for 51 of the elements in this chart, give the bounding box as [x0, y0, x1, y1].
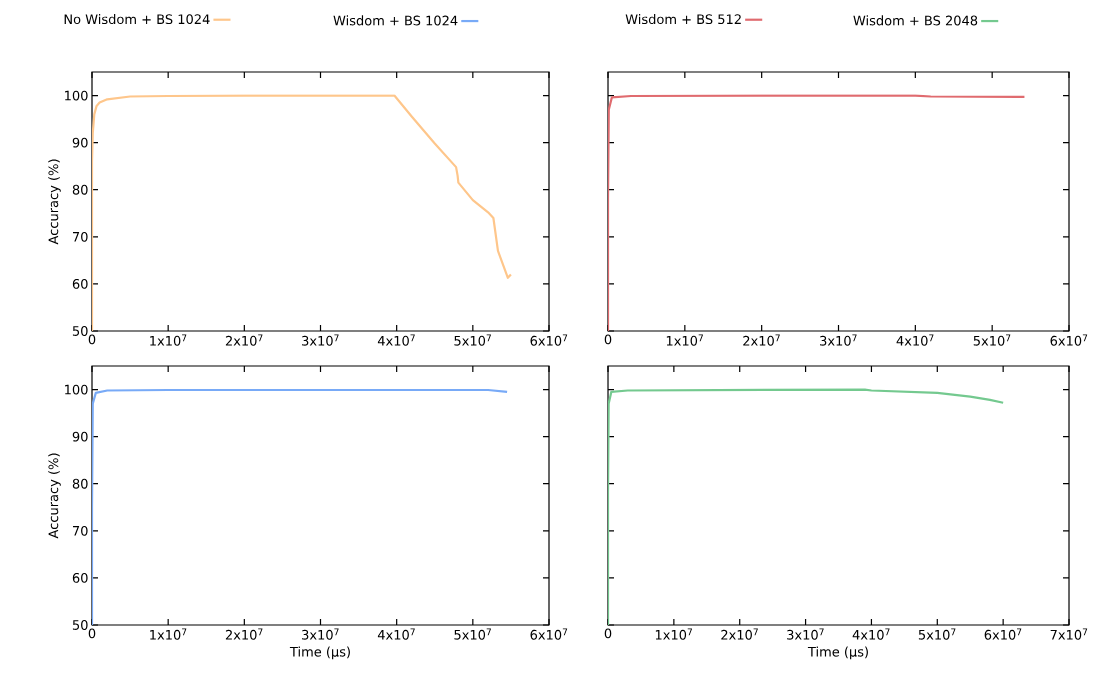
x-tick-label: 2x10$^{7}$	[225, 628, 263, 640]
x-tick-label: 0	[88, 628, 96, 639]
legend-label: Wisdom + BS 2048	[853, 15, 978, 26]
y-tick-label: 60	[72, 278, 88, 289]
x-tick-label: 0	[604, 628, 612, 639]
x-tick-label: 4x10$^{7}$	[896, 334, 934, 346]
x-tick-label: 3x10$^{7}$	[787, 628, 824, 640]
line-series	[92, 94, 513, 331]
x-tick-label: 0	[604, 334, 612, 345]
x-tick-label: 4x10$^{7}$	[377, 334, 415, 346]
x-tick-label: 6x10$^{7}$	[1050, 334, 1088, 346]
x-tick-label: 6x10$^{7}$	[984, 628, 1022, 640]
x-tick-label: 5x10$^{7}$	[454, 628, 491, 640]
x-tick-label: 6x10$^{7}$	[530, 628, 568, 640]
x-tick-label: 0	[88, 334, 96, 345]
legend-label: Wisdom + BS 512	[625, 14, 741, 25]
y-axis-title: Accuracy (%)	[48, 159, 61, 245]
y-tick-label: 70	[72, 525, 88, 536]
x-tick-label: 6x10$^{7}$	[530, 334, 568, 346]
legend-label: No Wisdom + BS 1024	[64, 14, 210, 25]
y-tick-label: 80	[72, 184, 88, 195]
y-tick-label: 50	[72, 620, 88, 630]
x-tick-label: 5x10$^{7}$	[454, 334, 491, 346]
x-tick-label: 4x10$^{7}$	[852, 628, 890, 640]
x-tick-label: 5x10$^{7}$	[918, 628, 956, 640]
x-tick-label: 3x10$^{7}$	[302, 628, 339, 640]
x-tick-label: 7x10$^{7}$	[1050, 628, 1088, 640]
y-tick-label: 100	[65, 384, 88, 395]
x-tick-label: 3x10$^{7}$	[820, 334, 857, 346]
x-tick-label: 2x10$^{7}$	[721, 628, 758, 640]
x-axis-title: Time (µs)	[807, 646, 868, 660]
x-tick-label: 2x10$^{7}$	[743, 334, 780, 346]
x-tick-label: 1x10$^{7}$	[150, 334, 187, 346]
x-tick-label: 1x10$^{7}$	[666, 334, 703, 346]
y-tick-label: 90	[72, 137, 88, 148]
y-tick-label: 70	[72, 231, 88, 242]
legend-label: Wisdom + BS 1024	[333, 15, 458, 26]
x-tick-label: 1x10$^{7}$	[655, 628, 692, 640]
x-tick-label: 1x10$^{7}$	[150, 628, 187, 640]
y-tick-label: 60	[72, 572, 88, 583]
y-tick-label: 50	[72, 326, 88, 336]
x-tick-label: 5x10$^{7}$	[973, 334, 1011, 346]
x-tick-label: 4x10$^{7}$	[377, 628, 415, 640]
x-axis-title: Time (µs)	[289, 646, 350, 660]
x-tick-label: 3x10$^{7}$	[302, 334, 339, 346]
y-tick-label: 100	[65, 90, 88, 101]
line-series	[92, 388, 509, 625]
y-axis-title: Accuracy (%)	[48, 453, 61, 539]
y-tick-label: 90	[72, 431, 88, 442]
y-tick-label: 80	[72, 478, 88, 489]
x-tick-label: 2x10$^{7}$	[225, 334, 263, 346]
